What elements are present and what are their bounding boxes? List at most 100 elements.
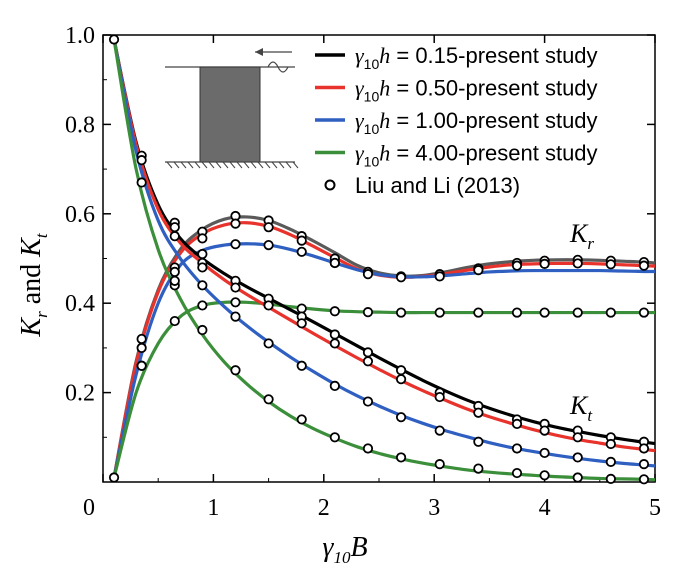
data-point bbox=[263, 338, 274, 349]
data-point bbox=[572, 307, 583, 318]
data-point bbox=[296, 360, 307, 371]
data-point bbox=[296, 318, 307, 329]
data-point bbox=[263, 300, 274, 311]
data-point bbox=[362, 269, 374, 280]
data-point bbox=[511, 443, 523, 454]
data-point bbox=[197, 324, 208, 336]
data-point bbox=[329, 380, 340, 391]
y-tick-label: 0.4 bbox=[65, 291, 95, 317]
data-point bbox=[638, 260, 650, 271]
hatch-stroke bbox=[292, 161, 299, 169]
data-point bbox=[296, 303, 307, 314]
data-point bbox=[605, 307, 616, 318]
data-point bbox=[263, 394, 274, 405]
data-point bbox=[572, 258, 583, 269]
data-point bbox=[395, 374, 407, 385]
data-point bbox=[169, 275, 180, 286]
data-point bbox=[230, 365, 241, 376]
data-point bbox=[638, 307, 650, 318]
data-point bbox=[230, 239, 241, 250]
data-point bbox=[539, 447, 550, 459]
data-point bbox=[329, 338, 340, 349]
data-point bbox=[136, 333, 147, 345]
x-tick-label: 2 bbox=[318, 495, 330, 521]
legend-entry: γ10h = 1.00-present study bbox=[355, 108, 598, 137]
data-point bbox=[136, 342, 147, 353]
x-tick-label: 4 bbox=[539, 495, 551, 521]
data-point bbox=[136, 155, 147, 166]
hatch-stroke bbox=[278, 161, 285, 169]
data-point bbox=[230, 297, 241, 308]
data-point bbox=[511, 467, 523, 479]
data-point bbox=[197, 248, 208, 260]
hatch-stroke bbox=[180, 161, 187, 169]
legend-entry: Liu and Li (2013) bbox=[355, 173, 520, 198]
data-point bbox=[329, 257, 340, 269]
data-point bbox=[362, 307, 374, 318]
data-point bbox=[605, 456, 616, 467]
data-point bbox=[473, 407, 484, 418]
data-point bbox=[197, 300, 208, 311]
hatch-stroke bbox=[236, 161, 243, 169]
data-point bbox=[362, 396, 374, 407]
data-point bbox=[230, 218, 241, 229]
data-point bbox=[329, 306, 340, 317]
data-point bbox=[539, 425, 550, 436]
legend-entry: γ10h = 4.00-present study bbox=[355, 141, 598, 170]
data-point bbox=[395, 452, 407, 463]
data-point bbox=[329, 329, 340, 340]
kr-curve-label: Kr bbox=[569, 219, 594, 253]
data-point bbox=[473, 307, 484, 318]
markers bbox=[108, 34, 650, 485]
svg-text:Kr and Kt: Kr and Kt bbox=[16, 232, 51, 337]
legend-marker bbox=[324, 179, 336, 191]
data-point bbox=[136, 360, 147, 371]
hatch-stroke bbox=[271, 161, 278, 169]
wave-icon bbox=[267, 61, 289, 73]
data-point bbox=[539, 470, 550, 481]
data-point bbox=[605, 438, 616, 450]
data-point bbox=[572, 472, 583, 483]
data-point bbox=[230, 311, 241, 322]
hatch-stroke bbox=[215, 161, 222, 169]
hatch-stroke bbox=[194, 161, 201, 169]
data-point bbox=[434, 271, 445, 282]
y-tick-label: 0.8 bbox=[65, 112, 95, 138]
data-point bbox=[511, 418, 523, 429]
legend-entry: γ10h = 0.15-present study bbox=[355, 43, 598, 72]
data-point bbox=[362, 356, 374, 367]
data-point bbox=[395, 307, 407, 318]
hatch-stroke bbox=[257, 161, 264, 169]
data-point bbox=[296, 414, 307, 425]
hatch-stroke bbox=[250, 161, 257, 169]
hatch-stroke bbox=[285, 161, 292, 169]
hatch-stroke bbox=[201, 161, 208, 169]
y-tick-label: 0.2 bbox=[65, 381, 95, 407]
data-point bbox=[605, 473, 616, 484]
series-line-3 bbox=[112, 300, 655, 478]
hatch-stroke bbox=[229, 161, 236, 169]
kt-curve-label: Kt bbox=[569, 391, 593, 425]
data-point bbox=[638, 459, 650, 470]
data-point bbox=[473, 463, 484, 474]
data-point bbox=[395, 365, 407, 376]
hatch-stroke bbox=[187, 161, 194, 169]
data-point bbox=[230, 282, 241, 293]
data-point bbox=[605, 259, 616, 270]
data-point bbox=[197, 280, 208, 291]
data-point bbox=[539, 258, 550, 269]
data-point bbox=[395, 272, 407, 283]
data-point bbox=[572, 452, 583, 463]
data-point bbox=[108, 472, 120, 483]
data-point bbox=[197, 262, 208, 273]
x-axis-label: γ10B bbox=[322, 532, 367, 567]
hatch-stroke bbox=[208, 161, 215, 169]
x-tick-label: 0 bbox=[83, 495, 95, 521]
hatch-stroke bbox=[166, 161, 173, 169]
data-point bbox=[362, 443, 374, 454]
data-point bbox=[434, 391, 445, 403]
data-point bbox=[638, 443, 650, 454]
data-point bbox=[329, 432, 340, 443]
data-point bbox=[473, 436, 484, 447]
